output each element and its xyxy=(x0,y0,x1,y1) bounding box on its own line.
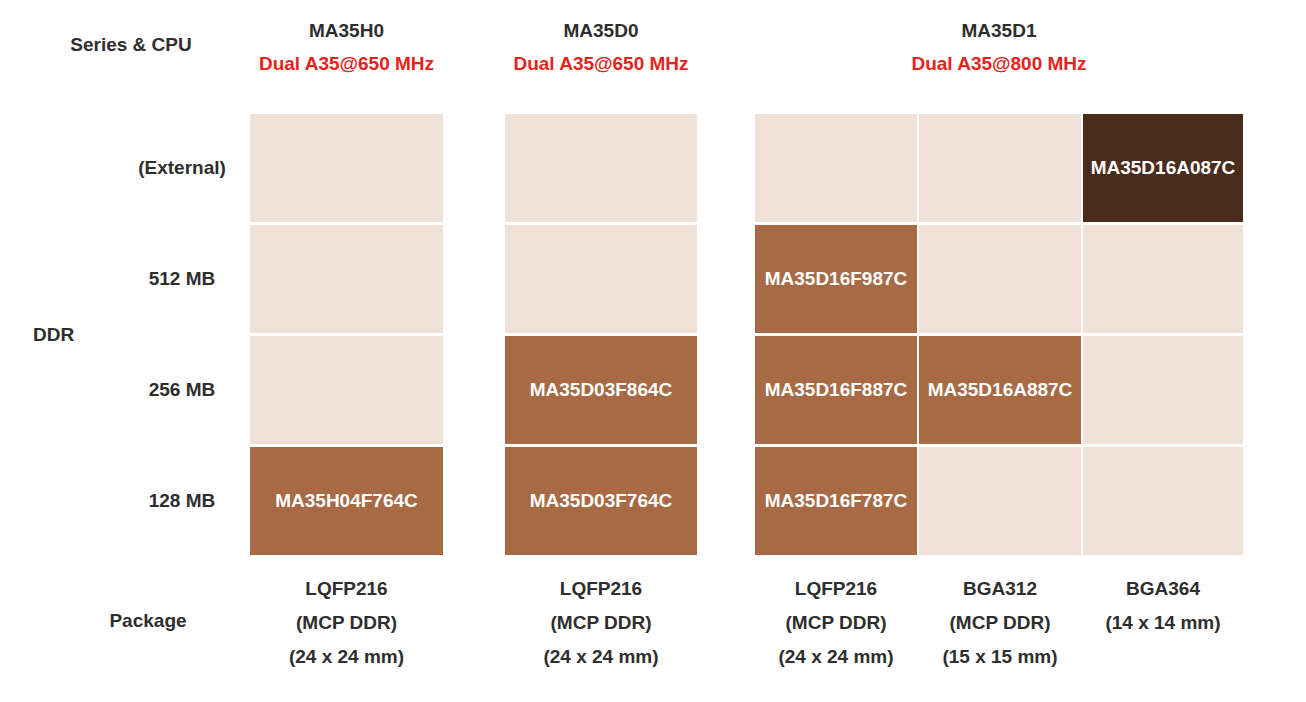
package-type: (MCP DDR) xyxy=(250,606,443,640)
package-name: BGA364 xyxy=(1083,572,1243,606)
empty-cell xyxy=(919,225,1081,333)
package-name: BGA312 xyxy=(919,572,1081,606)
part-cell-ma35d16f887c: MA35D16F887C xyxy=(755,336,917,444)
package-name: LQFP216 xyxy=(250,572,443,606)
product-selection-matrix: Series & CPU MA35H0 Dual A35@650 MHz MA3… xyxy=(0,0,1306,702)
part-cell-highlight-ma35d16a087c: MA35D16A087C xyxy=(1083,114,1243,222)
series-header-ma35d1: MA35D1 Dual A35@800 MHz xyxy=(755,20,1243,75)
package-info-bga312: BGA312 (MCP DDR) (15 x 15 mm) xyxy=(919,572,1081,674)
package-info-bga364: BGA364 (14 x 14 mm) xyxy=(1083,572,1243,640)
package-type: (MCP DDR) xyxy=(505,606,697,640)
series-name: MA35H0 xyxy=(250,20,443,42)
package-info-lqfp216-col3: LQFP216 (MCP DDR) (24 x 24 mm) xyxy=(755,572,917,674)
empty-cell xyxy=(250,225,443,333)
empty-cell xyxy=(1083,447,1243,555)
empty-cell xyxy=(250,114,443,222)
part-cell-ma35h04f764c: MA35H04F764C xyxy=(250,447,443,555)
series-name: MA35D1 xyxy=(755,20,1243,42)
series-cpu-speed: Dual A35@650 MHz xyxy=(505,53,697,75)
package-size: (24 x 24 mm) xyxy=(505,640,697,674)
empty-cell xyxy=(919,114,1081,222)
empty-cell xyxy=(505,225,697,333)
series-header-ma35d0: MA35D0 Dual A35@650 MHz xyxy=(505,20,697,75)
series-cpu-speed: Dual A35@800 MHz xyxy=(755,53,1243,75)
package-size: (15 x 15 mm) xyxy=(919,640,1081,674)
part-cell-ma35d16f787c: MA35D16F787C xyxy=(755,447,917,555)
package-name: LQFP216 xyxy=(755,572,917,606)
package-type: (MCP DDR) xyxy=(755,606,917,640)
empty-cell xyxy=(1083,225,1243,333)
ddr-axis-label: DDR xyxy=(33,324,74,346)
empty-cell xyxy=(919,447,1081,555)
part-cell-ma35d03f764c: MA35D03F764C xyxy=(505,447,697,555)
package-name: LQFP216 xyxy=(505,572,697,606)
series-cpu-speed: Dual A35@650 MHz xyxy=(250,53,443,75)
package-type: (MCP DDR) xyxy=(919,606,1081,640)
empty-cell xyxy=(505,114,697,222)
part-cell-ma35d16f987c: MA35D16F987C xyxy=(755,225,917,333)
package-info-lqfp216-col1: LQFP216 (MCP DDR) (24 x 24 mm) xyxy=(250,572,443,674)
series-cpu-label: Series & CPU xyxy=(31,34,231,56)
package-size: (24 x 24 mm) xyxy=(250,640,443,674)
part-cell-ma35d16a887c: MA35D16A887C xyxy=(919,336,1081,444)
package-axis-label: Package xyxy=(48,610,248,632)
package-size: (24 x 24 mm) xyxy=(755,640,917,674)
empty-cell xyxy=(250,336,443,444)
package-size: (14 x 14 mm) xyxy=(1083,606,1243,640)
empty-cell xyxy=(1083,336,1243,444)
empty-cell xyxy=(755,114,917,222)
series-name: MA35D0 xyxy=(505,20,697,42)
part-cell-ma35d03f864c: MA35D03F864C xyxy=(505,336,697,444)
package-info-lqfp216-col2: LQFP216 (MCP DDR) (24 x 24 mm) xyxy=(505,572,697,674)
series-header-ma35h0: MA35H0 Dual A35@650 MHz xyxy=(250,20,443,75)
